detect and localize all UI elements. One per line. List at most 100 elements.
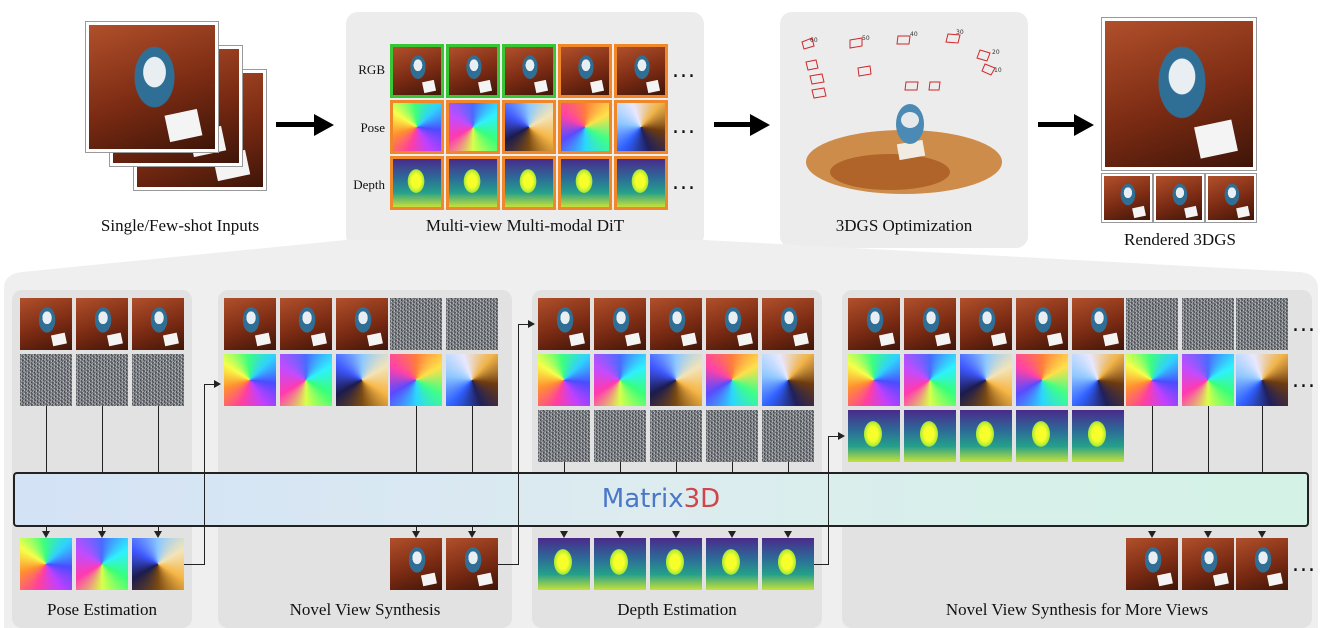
nvs-rgb-2 xyxy=(280,298,332,350)
rendered-view-3 xyxy=(1206,174,1256,222)
optim-caption: 3DGS Optimization xyxy=(835,216,973,235)
nm-out-arrow-2 xyxy=(1204,531,1212,538)
nm-out-arrow-3 xyxy=(1258,531,1266,538)
link-pe-to-nvs-c xyxy=(204,384,216,386)
camera-9 xyxy=(904,81,919,91)
dit-depth-4 xyxy=(558,156,612,210)
task-depth-estimation: Depth Estimation xyxy=(617,600,737,619)
nm-pose-1 xyxy=(848,354,900,406)
task-nvs: Novel View Synthesis xyxy=(289,600,441,619)
de-rgb-2 xyxy=(594,298,646,350)
link-de-to-nm-head xyxy=(838,432,845,440)
nm-depth-5 xyxy=(1072,410,1124,462)
link-de-to-nm-c xyxy=(828,436,840,438)
dit-rgb-more: ... xyxy=(672,58,696,83)
link-pe-to-nvs-head xyxy=(214,380,221,388)
matrix3d-title-part2: 3D xyxy=(683,484,721,514)
nm-pose-4 xyxy=(1016,354,1068,406)
task-pose-estimation: Pose Estimation xyxy=(46,600,158,619)
de-in-line-2 xyxy=(620,462,622,472)
nvs-noise-1 xyxy=(390,298,442,350)
dit-rgb-5 xyxy=(614,44,668,98)
link-de-to-nm-a xyxy=(814,564,828,566)
dit-caption: Multi-view Multi-modal DiT xyxy=(425,216,625,235)
arrow-1-head xyxy=(314,114,334,136)
nm-in-line-2 xyxy=(1208,406,1210,472)
nm-rgb-1 xyxy=(848,298,900,350)
nm-pose-more: ... xyxy=(1292,368,1316,393)
de-out-depth-3 xyxy=(650,538,702,590)
dit-pose-2 xyxy=(446,100,500,154)
pe-in-line-1 xyxy=(46,406,48,472)
nm-pose-6 xyxy=(1126,354,1178,406)
nvs-out-rgb-2 xyxy=(446,538,498,590)
nm-depth-1 xyxy=(848,410,900,462)
nm-out-more: ... xyxy=(1292,552,1316,577)
row-label-depth: Depth xyxy=(353,177,385,192)
task-nvs-more: Novel View Synthesis for More Views xyxy=(945,600,1209,619)
de-pose-5 xyxy=(762,354,814,406)
nm-in-line-1 xyxy=(1152,406,1154,472)
pe-out-arrow-1 xyxy=(42,531,50,538)
camera-label-5: 20 xyxy=(992,49,1000,56)
dit-depth-5 xyxy=(614,156,668,210)
pe-noise-3 xyxy=(132,354,184,406)
nvs-in-line-1 xyxy=(416,406,418,472)
link-nvs-to-de-c xyxy=(518,324,530,326)
pe-out-arrow-2 xyxy=(98,531,106,538)
nm-pose-8 xyxy=(1236,354,1288,406)
de-rgb-5 xyxy=(762,298,814,350)
nm-out-arrow-1 xyxy=(1148,531,1156,538)
arrow-1 xyxy=(276,122,316,127)
row-label-rgb: RGB xyxy=(358,62,385,77)
link-nvs-to-de-b xyxy=(518,324,520,565)
nm-in-line-3 xyxy=(1262,406,1264,472)
pe-out-pose-3 xyxy=(132,538,184,590)
de-out-arrow-5 xyxy=(784,531,792,538)
de-pose-1 xyxy=(538,354,590,406)
pointcloud-floor-dark xyxy=(830,154,950,190)
camera-8 xyxy=(857,65,872,77)
rendered-caption: Rendered 3DGS xyxy=(1124,230,1236,249)
camera-label-1: 60 xyxy=(810,37,818,44)
pe-in-line-3 xyxy=(158,406,160,472)
camera-5 xyxy=(976,49,991,62)
matrix3d-title: Matrix3D xyxy=(15,484,1307,514)
nvs-pose-4 xyxy=(390,354,442,406)
nvs-in-line-2 xyxy=(472,406,474,472)
link-de-to-nm-b xyxy=(828,436,830,565)
nvs-out-rgb-1 xyxy=(390,538,442,590)
de-noise-3 xyxy=(650,410,702,462)
inputs-caption: Single/Few-shot Inputs xyxy=(100,216,260,235)
nm-rgb-2 xyxy=(904,298,956,350)
de-pose-2 xyxy=(594,354,646,406)
nm-noise-1 xyxy=(1126,298,1178,350)
nm-rgb-5 xyxy=(1072,298,1124,350)
camera-11 xyxy=(811,87,827,99)
de-noise-4 xyxy=(706,410,758,462)
camera-6 xyxy=(981,63,996,76)
nvs-pose-1 xyxy=(224,354,276,406)
camera-7 xyxy=(805,59,819,71)
dit-depth-more: ... xyxy=(672,170,696,195)
rendered-view-2 xyxy=(1154,174,1204,222)
de-out-arrow-4 xyxy=(728,531,736,538)
input-image-front xyxy=(86,22,218,152)
matrix3d-title-part1: Matrix xyxy=(601,484,684,514)
de-out-depth-4 xyxy=(706,538,758,590)
pointcloud-face xyxy=(901,112,919,128)
arrow-2-head xyxy=(750,114,770,136)
nvs-pose-3 xyxy=(336,354,388,406)
link-pe-to-nvs-b xyxy=(204,384,206,565)
matrix3d-model-bar: Matrix3D xyxy=(13,472,1309,527)
nm-pose-2 xyxy=(904,354,956,406)
de-out-depth-1 xyxy=(538,538,590,590)
nvs-out-line-2 xyxy=(472,527,474,532)
pe-rgb-2 xyxy=(76,298,128,350)
camera-4 xyxy=(945,33,961,44)
pointcloud-paper xyxy=(896,139,926,161)
dit-pose-3 xyxy=(502,100,556,154)
nm-out-rgb-3 xyxy=(1236,538,1288,590)
nvs-out-arrow-1 xyxy=(412,531,420,538)
arrow-3 xyxy=(1038,122,1076,127)
